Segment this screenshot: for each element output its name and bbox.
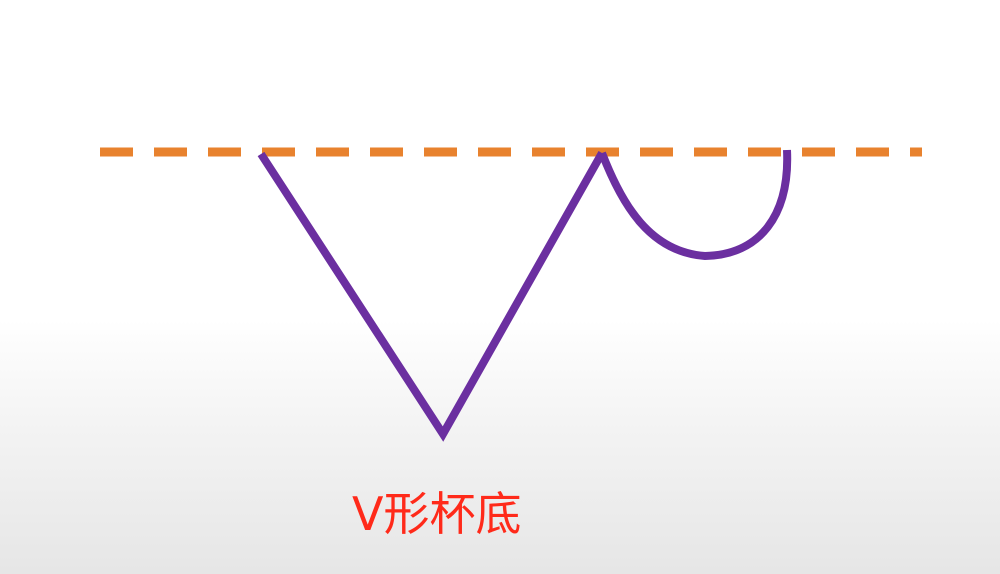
- v-shaped-cup-line: [257, 151, 606, 442]
- handle-curve: [598, 149, 792, 261]
- pattern-caption: V形杯底: [352, 487, 522, 541]
